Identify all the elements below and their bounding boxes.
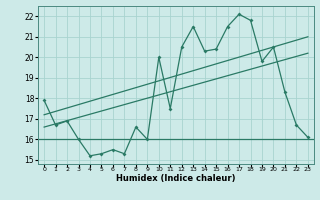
X-axis label: Humidex (Indice chaleur): Humidex (Indice chaleur)	[116, 174, 236, 183]
